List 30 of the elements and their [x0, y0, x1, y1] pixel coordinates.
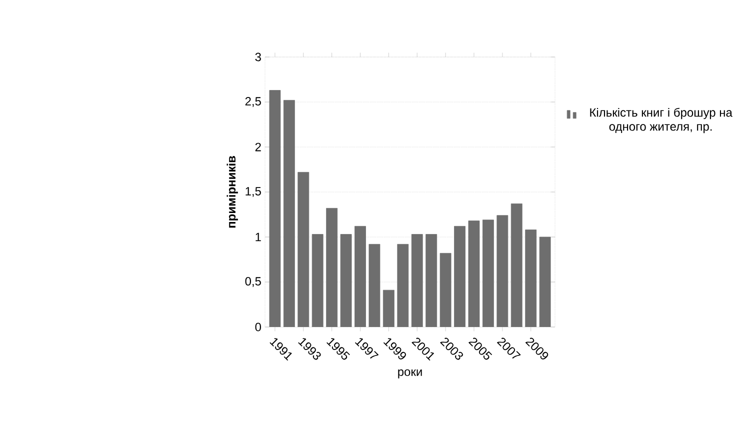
bar [283, 100, 295, 327]
y-tick-label: 3 [255, 52, 261, 62]
bar [397, 244, 409, 327]
bar [468, 220, 480, 327]
bar [368, 244, 380, 327]
bar [510, 204, 522, 327]
bar [340, 234, 352, 327]
bar [525, 230, 537, 327]
bar [426, 234, 438, 327]
bar [312, 234, 324, 327]
y-tick-label: 1 [256, 232, 261, 242]
bar [539, 236, 551, 327]
bar [326, 208, 338, 327]
bar [411, 234, 423, 327]
y-axis-title: примірників [226, 156, 238, 228]
bar [298, 172, 310, 327]
y-tick-label: 2 [255, 142, 261, 152]
bar [269, 90, 281, 327]
y-tick-label: 2,5 [245, 97, 261, 107]
y-tick-label: 0,5 [245, 277, 261, 287]
x-axis-title: роки [398, 369, 422, 378]
legend-label: Кількість книг і брошур на одного жителя, пр. [590, 108, 732, 134]
bar [382, 290, 394, 327]
y-tick-label: 0 [255, 322, 262, 332]
bar [454, 226, 466, 327]
y-tick-label: 1,5 [246, 187, 261, 197]
bar [354, 226, 366, 327]
bar [482, 220, 494, 327]
bar [496, 215, 508, 327]
bar [440, 253, 452, 327]
